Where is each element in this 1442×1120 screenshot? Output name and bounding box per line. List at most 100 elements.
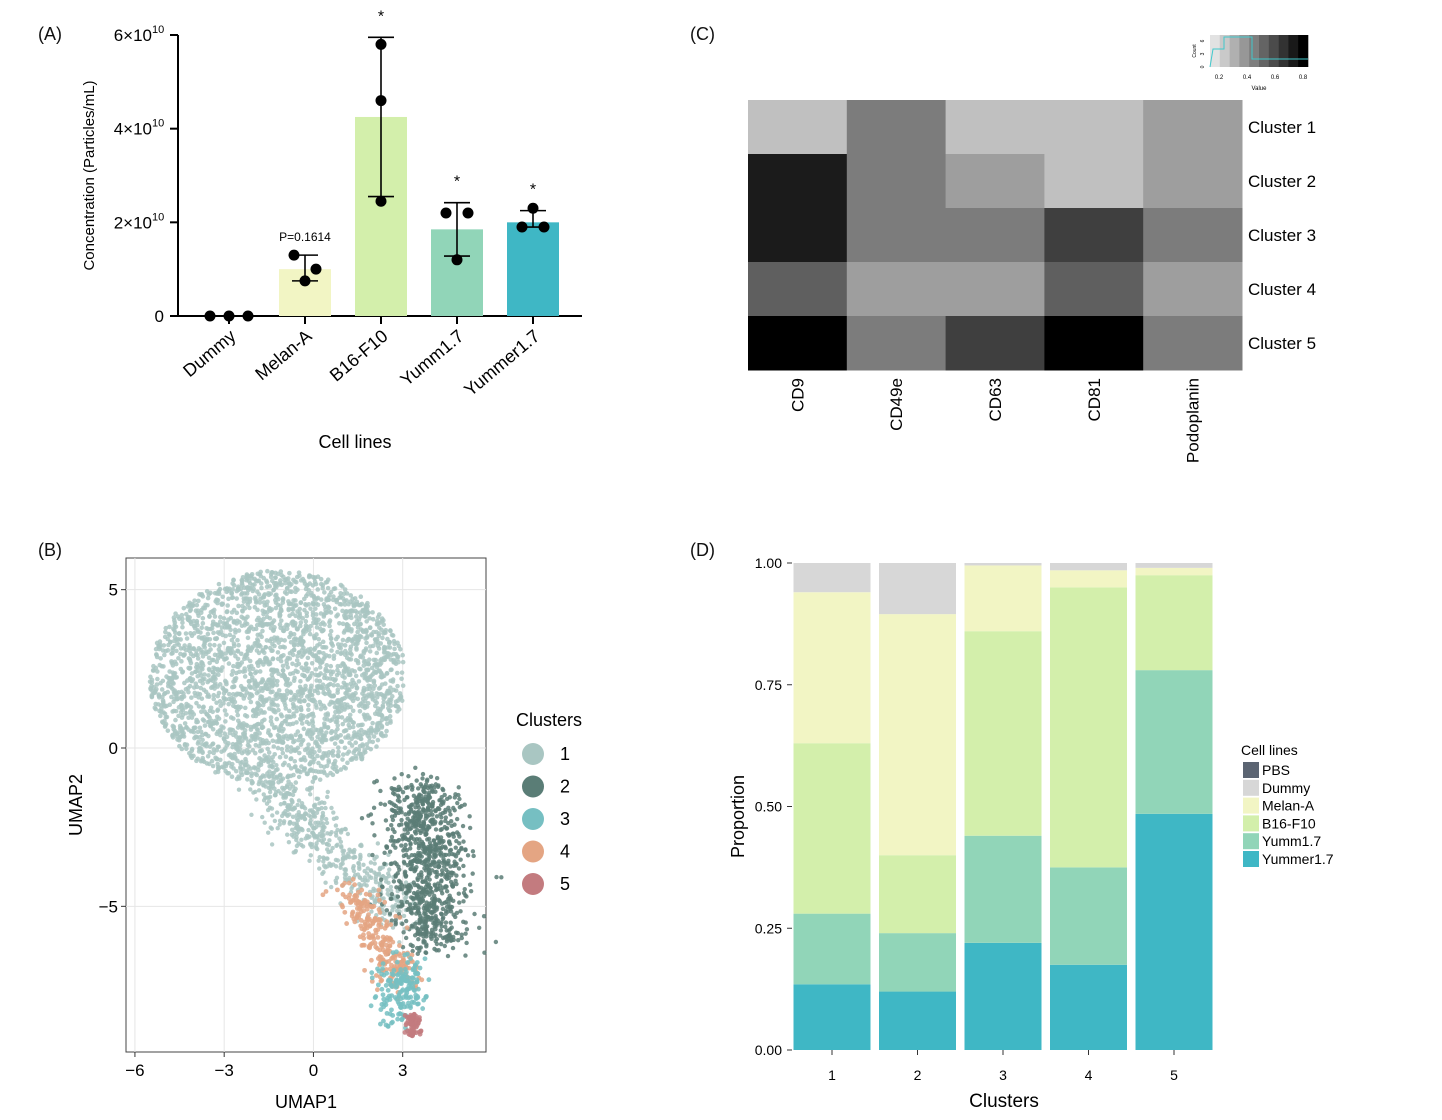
point-cluster-4 <box>382 925 388 931</box>
point-cluster-3 <box>368 1003 374 1009</box>
point-cluster-1 <box>290 798 295 804</box>
point-cluster-1 <box>327 623 332 629</box>
point-cluster-1 <box>231 650 237 655</box>
point-cluster-1 <box>189 633 195 639</box>
heatmap-cell <box>1044 154 1144 209</box>
point-cluster-1 <box>157 662 163 668</box>
color-key-ytick: 0 <box>1200 65 1206 68</box>
point-cluster-3 <box>410 967 416 973</box>
point-cluster-2 <box>392 776 397 781</box>
point-cluster-1 <box>387 867 392 872</box>
point-cluster-5 <box>403 1022 409 1028</box>
data-point <box>375 195 387 207</box>
point-cluster-1 <box>303 586 309 592</box>
point-cluster-1 <box>217 732 223 738</box>
point-cluster-1 <box>293 732 298 738</box>
point-cluster-1 <box>283 754 289 760</box>
point-cluster-1 <box>381 696 387 702</box>
point-cluster-3 <box>380 961 386 967</box>
legend-swatch-melan-a <box>1243 797 1259 814</box>
point-cluster-4 <box>335 887 340 893</box>
point-cluster-1 <box>292 758 298 764</box>
point-cluster-4 <box>353 900 359 906</box>
point-cluster-1 <box>232 676 238 682</box>
point-cluster-3 <box>380 966 385 971</box>
point-cluster-1 <box>158 656 163 661</box>
point-cluster-1 <box>331 682 337 688</box>
legend-label-cluster-4: 4 <box>560 842 570 862</box>
point-cluster-4 <box>375 934 381 940</box>
point-cluster-1 <box>295 653 300 659</box>
panel-b-label: (B) <box>38 540 62 560</box>
stacked-proportion-chart: 0.000.250.500.751.001 2 3 4 5ClustersProport… <box>728 555 1334 1112</box>
point-cluster-1 <box>187 683 193 689</box>
point-cluster-1 <box>286 715 291 720</box>
point-cluster-1 <box>249 812 254 817</box>
point-cluster-2 <box>461 873 466 878</box>
point-cluster-2 <box>421 786 427 791</box>
segment-dummy <box>964 563 1042 566</box>
point-cluster-1 <box>163 648 169 654</box>
point-cluster-1 <box>248 699 254 705</box>
x-tick-label: 0 <box>309 1061 318 1080</box>
point-cluster-1 <box>330 765 336 770</box>
point-cluster-1 <box>183 705 188 710</box>
point-cluster-1 <box>343 665 348 671</box>
point-cluster-1 <box>281 697 287 703</box>
point-cluster-1 <box>246 628 251 633</box>
point-cluster-2 <box>439 879 444 884</box>
point-cluster-1 <box>381 673 387 679</box>
point-cluster-2 <box>389 892 395 897</box>
point-cluster-1 <box>247 685 253 690</box>
point-cluster-1 <box>285 736 291 742</box>
point-cluster-2 <box>436 948 441 953</box>
point-cluster-1 <box>306 707 311 712</box>
segment-b16-f10 <box>1135 575 1213 671</box>
point-cluster-2 <box>383 818 389 823</box>
column-label: CD63 <box>986 378 1005 421</box>
point-cluster-3 <box>414 979 420 985</box>
point-cluster-1 <box>354 746 359 752</box>
point-cluster-2 <box>405 795 410 800</box>
point-cluster-1 <box>293 598 298 603</box>
point-cluster-1 <box>207 744 213 749</box>
point-cluster-1 <box>193 669 198 675</box>
point-cluster-1 <box>314 596 319 602</box>
point-cluster-1 <box>327 618 333 623</box>
point-cluster-2 <box>452 822 457 827</box>
point-cluster-2 <box>423 950 428 955</box>
point-cluster-2 <box>459 845 464 851</box>
point-cluster-1 <box>371 734 377 739</box>
point-cluster-4 <box>397 943 402 948</box>
point-cluster-2 <box>446 861 451 866</box>
point-cluster-1 <box>367 874 372 879</box>
point-cluster-1 <box>351 720 356 726</box>
point-cluster-1 <box>315 658 321 663</box>
point-cluster-1 <box>233 756 238 761</box>
point-cluster-1 <box>373 670 379 675</box>
point-cluster-3 <box>373 994 379 999</box>
point-cluster-1 <box>264 658 270 664</box>
legend-swatch-cluster-2 <box>522 775 544 798</box>
point-cluster-4 <box>378 917 383 923</box>
point-cluster-1 <box>375 643 381 649</box>
point-cluster-1 <box>386 708 392 713</box>
point-cluster-1 <box>253 595 258 600</box>
point-cluster-2 <box>418 897 423 902</box>
x-tick-label: −6 <box>125 1061 144 1080</box>
point-cluster-1 <box>200 677 205 682</box>
point-cluster-1 <box>358 727 364 733</box>
point-cluster-1 <box>172 728 178 734</box>
point-cluster-1 <box>362 729 367 735</box>
point-cluster-1 <box>244 762 249 767</box>
point-cluster-4 <box>356 915 361 920</box>
bar-yummer1.7 <box>507 222 559 316</box>
point-cluster-1 <box>287 708 292 714</box>
point-cluster-1 <box>217 699 223 704</box>
legend-swatch-yummer1.7 <box>1243 851 1259 867</box>
point-cluster-1 <box>210 763 216 769</box>
point-cluster-1 <box>199 673 204 678</box>
point-cluster-4 <box>379 977 385 983</box>
point-cluster-1 <box>297 613 303 618</box>
point-cluster-4 <box>359 887 365 893</box>
